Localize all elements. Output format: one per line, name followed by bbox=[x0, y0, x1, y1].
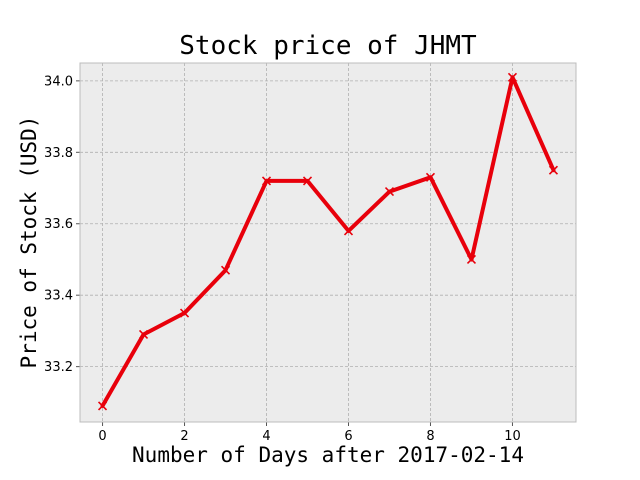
data-point-marker bbox=[466, 254, 477, 265]
series-line bbox=[100, 75, 556, 408]
data-point-marker bbox=[220, 265, 231, 275]
data-point-marker bbox=[425, 172, 436, 182]
data-point-marker bbox=[548, 165, 559, 175]
x-tick-label: 8 bbox=[426, 429, 434, 444]
plot-area bbox=[80, 63, 576, 422]
data-point-marker bbox=[179, 308, 190, 318]
y-tick-label: 33.8 bbox=[44, 146, 73, 161]
y-tick-label: 34.0 bbox=[44, 74, 73, 89]
data-point-marker bbox=[343, 226, 354, 236]
plot-frame bbox=[79, 62, 577, 423]
data-point-marker bbox=[384, 187, 395, 197]
y-tick-label: 33.6 bbox=[44, 217, 73, 232]
x-tick-label: 2 bbox=[180, 429, 188, 444]
data-point-marker bbox=[138, 329, 149, 340]
y-tick-label: 33.2 bbox=[44, 360, 73, 375]
x-axis-ticks: 0 2 4 6 8 10 bbox=[98, 422, 521, 444]
x-tick-label: 6 bbox=[344, 429, 352, 444]
y-axis-title: Price of Stock (USD) bbox=[17, 116, 41, 369]
data-point-marker bbox=[507, 72, 518, 82]
y-axis-ticks: 33.2 33.4 33.6 33.8 34.0 bbox=[44, 74, 80, 375]
x-tick-label: 0 bbox=[98, 429, 106, 444]
series-layer bbox=[97, 72, 559, 411]
x-tick-label: 4 bbox=[262, 429, 270, 444]
x-axis-title: Number of Days after 2017-02-14 bbox=[132, 443, 524, 467]
data-point-marker bbox=[97, 401, 108, 411]
grid-lines bbox=[80, 63, 576, 422]
y-tick-label: 33.4 bbox=[44, 289, 73, 304]
data-point-marker bbox=[261, 176, 272, 186]
chart-title: Stock price of JHMT bbox=[179, 31, 477, 61]
data-point-marker bbox=[302, 176, 313, 186]
x-tick-label: 10 bbox=[504, 429, 521, 444]
